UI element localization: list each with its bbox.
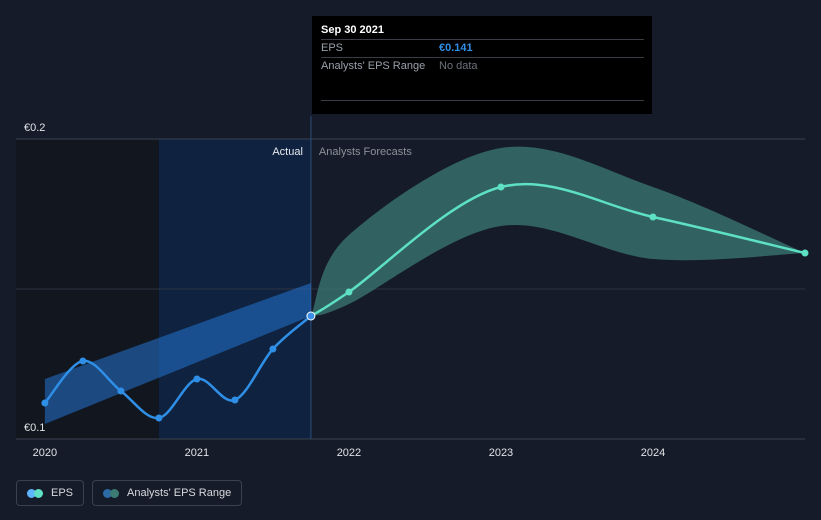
legend-item-eps[interactable]: EPS (16, 480, 85, 506)
y-tick-label-0: €0.2 (24, 122, 45, 134)
x-tick-label-2023: 2023 (489, 447, 513, 459)
chart-legend: EPS Analysts' EPS Range (16, 480, 243, 506)
tooltip-date: Sep 30 2021 (321, 24, 384, 36)
series-1-point-4 (801, 249, 809, 257)
series-0-point-4 (193, 375, 201, 383)
series-1-point-1 (345, 288, 353, 296)
legend-range-label: Analysts' EPS Range (127, 487, 232, 499)
range-legend-icon (103, 488, 120, 498)
series-0-point-5 (231, 396, 239, 404)
x-tick-label-2022: 2022 (337, 447, 361, 459)
analysts-forecasts-label: Analysts Forecasts (319, 146, 412, 158)
y-tick-label-1: €0.1 (24, 422, 45, 434)
series-1-point-3 (649, 213, 657, 221)
series-line-0 (43, 315, 312, 420)
tooltip-eps-label: EPS (321, 42, 344, 54)
x-tick-label-2024: 2024 (641, 447, 665, 459)
chart-labels: €0.2 €0.1 2020 2021 2022 2023 2024 Actual Analys… (24, 122, 665, 459)
analyst-eps-range-band (310, 146, 805, 316)
series-0-point-0 (41, 399, 49, 407)
series-0-point-2 (117, 387, 125, 395)
chart-points (41, 183, 809, 422)
tooltip-row-eps: EPS €0.141 (321, 39, 644, 57)
tooltip-row-range: Analysts' EPS Range No data (321, 57, 644, 101)
eps-legend-icon (27, 488, 43, 498)
actual-label: Actual (272, 146, 303, 158)
series-0-point-7 (306, 311, 316, 321)
chart-bands (44, 146, 805, 424)
x-tick-label-2020: 2020 (33, 447, 57, 459)
x-tick-label-2021: 2021 (185, 447, 209, 459)
tooltip-range-label: Analysts' EPS Range (321, 60, 426, 72)
series-0-point-3 (155, 414, 163, 422)
series-0-point-1 (79, 357, 87, 365)
tooltip-eps-value: €0.141 (439, 42, 473, 54)
hover-tooltip: Sep 30 2021 EPS €0.141 Analysts' EPS Ran… (312, 16, 652, 114)
historical-range-band (44, 283, 311, 424)
chart-gridlines (16, 116, 805, 440)
legend-eps-label: EPS (51, 487, 74, 499)
series-1-point-2 (497, 183, 505, 191)
tooltip-range-value: No data (439, 60, 478, 72)
legend-item-range[interactable]: Analysts' EPS Range (92, 480, 243, 506)
series-0-point-6 (269, 345, 277, 353)
